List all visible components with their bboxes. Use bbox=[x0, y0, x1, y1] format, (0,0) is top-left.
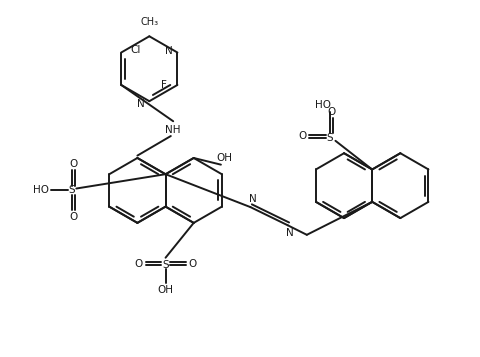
Text: NH: NH bbox=[166, 125, 181, 135]
Text: N: N bbox=[286, 228, 293, 238]
Text: O: O bbox=[135, 259, 143, 269]
Text: N: N bbox=[137, 99, 145, 109]
Text: N: N bbox=[166, 46, 173, 56]
Text: HO: HO bbox=[34, 185, 49, 195]
Text: S: S bbox=[162, 260, 169, 270]
Text: O: O bbox=[69, 159, 78, 169]
Text: F: F bbox=[161, 80, 167, 90]
Text: N: N bbox=[249, 195, 256, 205]
Text: CH₃: CH₃ bbox=[140, 17, 158, 27]
Text: O: O bbox=[298, 131, 306, 141]
Text: O: O bbox=[327, 107, 335, 117]
Text: O: O bbox=[69, 212, 78, 222]
Text: OH: OH bbox=[157, 285, 174, 295]
Text: Cl: Cl bbox=[131, 45, 141, 55]
Text: OH: OH bbox=[216, 154, 232, 164]
Text: HO: HO bbox=[315, 100, 331, 110]
Text: S: S bbox=[69, 185, 75, 195]
Text: O: O bbox=[188, 259, 196, 269]
Text: S: S bbox=[326, 133, 333, 143]
